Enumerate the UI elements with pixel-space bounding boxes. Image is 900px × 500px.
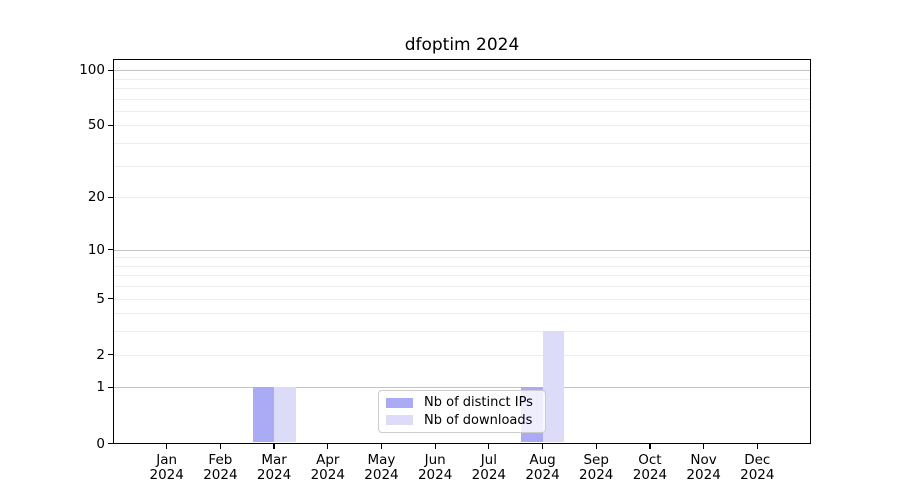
legend-swatch-distinct-ips-icon <box>386 397 413 408</box>
x-tick-label: Feb 2024 <box>203 451 238 483</box>
y-tick-mark <box>108 196 113 198</box>
x-tick-mark <box>219 444 221 450</box>
gridline-major <box>114 387 810 389</box>
x-tick-mark <box>541 444 544 450</box>
y-tick-mark <box>108 297 113 300</box>
y-tick-mark <box>108 442 113 445</box>
gridline-minor <box>114 98 810 100</box>
x-tick-mark <box>595 444 597 450</box>
legend-label-distinct-ips: Nb of distinct IPs <box>424 395 533 411</box>
y-tick-mark <box>108 248 113 251</box>
gridline-minor <box>114 257 810 259</box>
x-tick-mark <box>166 444 168 450</box>
x-tick-label: Oct 2024 <box>632 451 668 483</box>
legend-swatch-downloads-icon <box>386 415 413 426</box>
gridline-minor <box>114 110 810 112</box>
legend-label-downloads: Nb of downloads <box>424 412 533 428</box>
gridline-minor <box>114 88 810 90</box>
x-tick-label: Mar 2024 <box>256 451 292 483</box>
x-tick-label: Jul 2024 <box>471 451 507 483</box>
gridline-minor <box>114 78 810 80</box>
bar-downloads <box>274 387 296 443</box>
x-tick-mark <box>756 444 758 450</box>
legend-row-downloads: Nb of downloads <box>386 413 545 428</box>
y-tick-mark <box>108 386 113 389</box>
gridline-minor <box>114 275 810 277</box>
gridline-minor <box>114 197 810 199</box>
x-tick-mark <box>488 444 490 450</box>
x-tick-mark <box>380 444 383 450</box>
y-tick-mark <box>108 124 113 127</box>
gridline-major <box>114 249 810 251</box>
y-tick-label: 10 <box>87 241 105 258</box>
x-tick-label: May 2024 <box>364 451 399 483</box>
legend-row-distinct-ips: Nb of distinct IPs <box>386 395 545 410</box>
y-tick-label: 1 <box>96 379 105 396</box>
y-tick-label: 5 <box>96 290 105 307</box>
gridline-major <box>114 70 810 72</box>
gridline-minor <box>114 298 810 300</box>
y-tick-label: 2 <box>96 346 105 363</box>
y-tick-mark <box>108 354 113 356</box>
bar-distinct-ips <box>252 387 275 443</box>
x-tick-label: Aug 2024 <box>525 451 560 483</box>
plot-area <box>113 59 811 444</box>
x-tick-label: Dec 2024 <box>740 451 775 483</box>
gridline-minor <box>114 165 810 167</box>
gridline-minor <box>114 265 810 267</box>
gridline-minor <box>114 354 810 356</box>
x-tick-mark <box>327 444 329 450</box>
x-tick-label: Jan 2024 <box>149 451 184 483</box>
x-tick-label: Apr 2024 <box>310 451 345 483</box>
gridline-minor <box>114 313 810 315</box>
bar-downloads <box>542 331 564 443</box>
x-tick-label: Jun 2024 <box>417 451 453 483</box>
y-tick-label: 20 <box>87 189 105 206</box>
gridline-minor <box>114 143 810 145</box>
x-tick-mark <box>434 444 436 450</box>
y-tick-label: 0 <box>96 435 105 452</box>
x-tick-label: Nov 2024 <box>686 451 721 483</box>
x-tick-mark <box>649 444 651 450</box>
gridline-minor <box>114 286 810 288</box>
gridline-minor <box>114 125 810 127</box>
y-tick-mark <box>108 69 113 71</box>
chart-title: dfoptim 2024 <box>404 35 520 55</box>
y-tick-label: 100 <box>79 62 105 79</box>
x-tick-mark <box>703 444 705 450</box>
legend: Nb of distinct IPs Nb of downloads <box>378 390 546 433</box>
gridline-minor <box>114 331 810 333</box>
x-tick-mark <box>273 444 275 450</box>
x-tick-label: Sep 2024 <box>579 451 614 483</box>
y-tick-label: 50 <box>87 117 105 134</box>
